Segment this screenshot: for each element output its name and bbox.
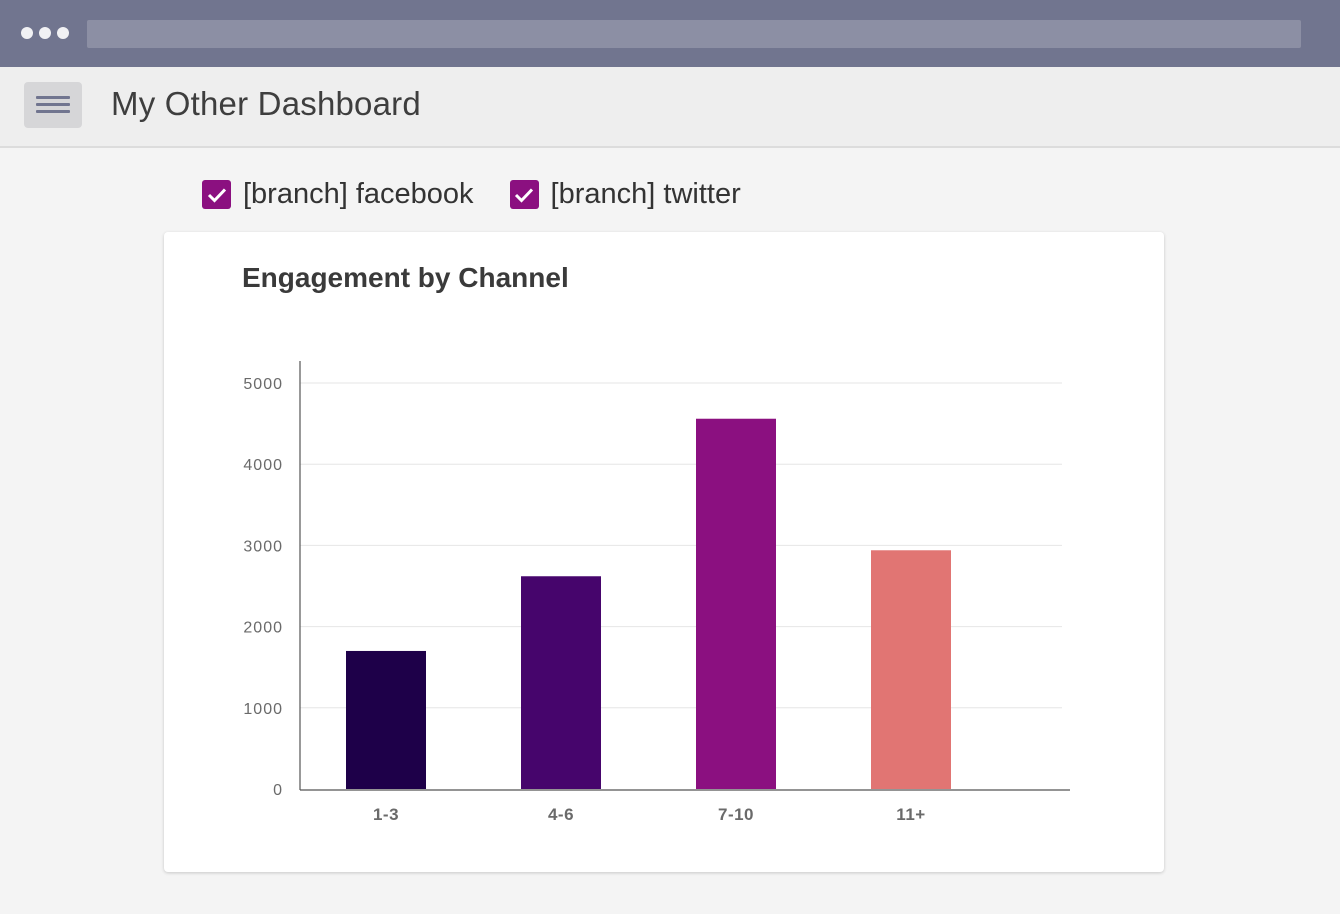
filter-twitter[interactable]: [branch] twitter: [509, 178, 741, 211]
y-tick-label: 3000: [243, 538, 283, 555]
checkbox-checked-icon[interactable]: [202, 180, 231, 209]
channel-filters: [branch] facebook [branch] twitter: [202, 178, 741, 211]
x-tick-label: 4-6: [548, 805, 574, 824]
y-tick-label: 4000: [243, 457, 283, 474]
y-tick-label: 0: [273, 782, 283, 799]
filter-facebook[interactable]: [branch] facebook: [202, 178, 474, 211]
bar-1-3: [346, 650, 426, 789]
address-bar[interactable]: [87, 20, 1301, 48]
chart-title: Engagement by Channel: [242, 262, 569, 293]
chart-card: Engagement by Channel 0 1000 2000 3000 4000 5…: [164, 232, 1164, 872]
filter-label: [branch] facebook: [243, 178, 474, 210]
window-dot-icon[interactable]: [21, 27, 33, 39]
x-tick-label: 1-3: [373, 805, 399, 824]
app-header: My Other Dashboard: [0, 67, 1340, 148]
filter-label: [branch] twitter: [550, 178, 741, 210]
y-tick-label: 1000: [243, 701, 283, 718]
window-controls: [21, 27, 69, 39]
y-tick-label: 5000: [243, 376, 283, 393]
x-tick-label: 11+: [896, 805, 925, 824]
hamburger-icon: [36, 96, 70, 99]
bar-chart: 0 1000 2000 3000 4000 5000 1-3 4-6 7-10 11+: [243, 361, 1070, 824]
x-tick-label: 7-10: [718, 805, 754, 824]
bar-11+: [871, 550, 951, 789]
window-dot-icon[interactable]: [39, 27, 51, 39]
window-dot-icon[interactable]: [57, 27, 69, 39]
hamburger-icon: [36, 110, 70, 113]
checkbox-checked-icon[interactable]: [509, 180, 539, 209]
page-title: My Other Dashboard: [111, 85, 421, 122]
bar-4-6: [521, 576, 601, 789]
browser-chrome: [0, 0, 1340, 67]
hamburger-icon: [36, 103, 70, 106]
bar-7-10: [696, 418, 776, 789]
y-tick-label: 2000: [243, 620, 283, 637]
menu-button[interactable]: [24, 82, 82, 128]
